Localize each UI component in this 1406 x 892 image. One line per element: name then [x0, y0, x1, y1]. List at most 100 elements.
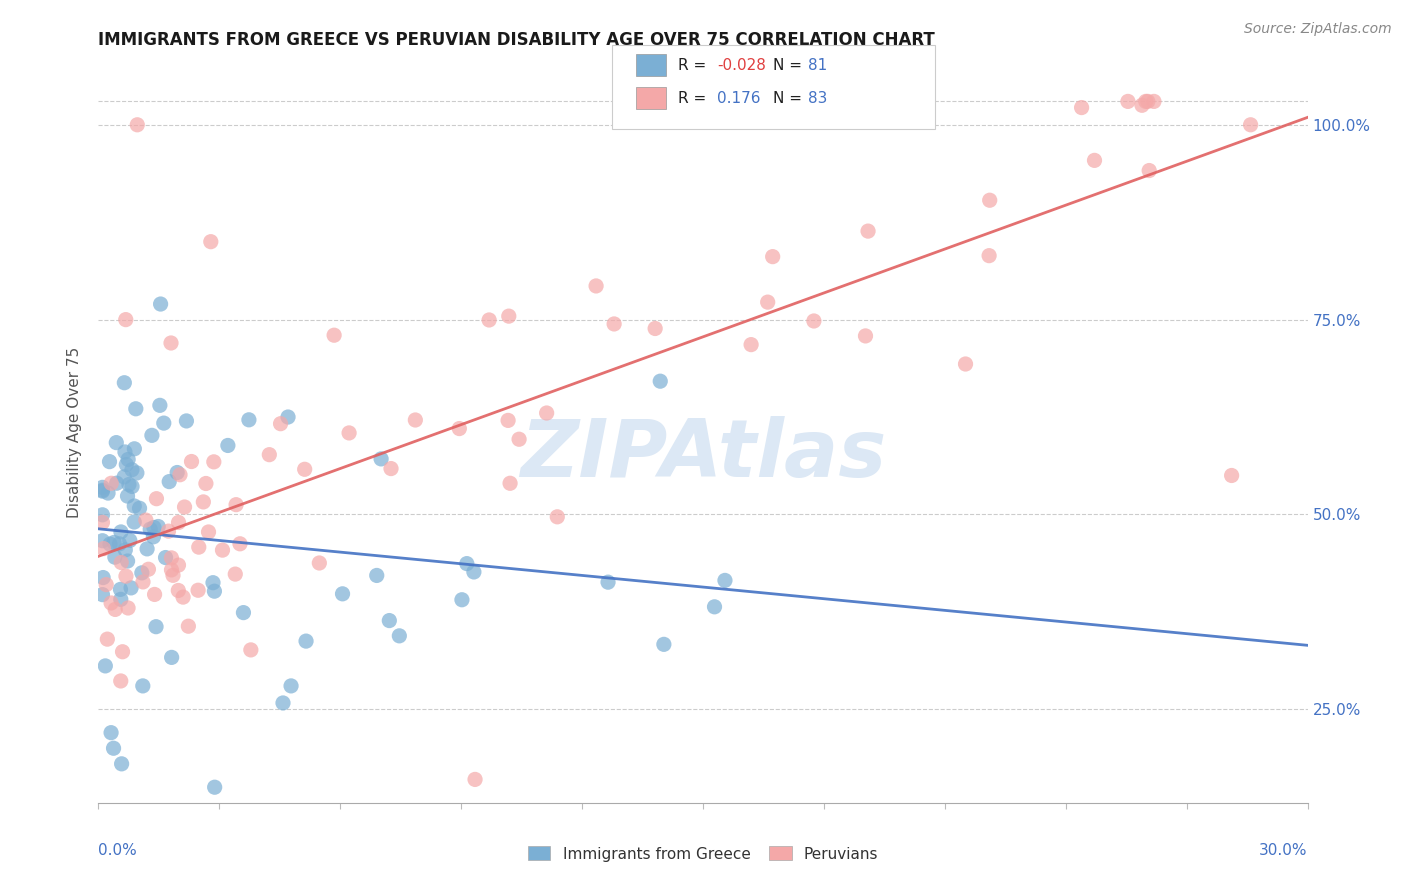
- Point: [803, 314, 825, 328]
- Point: [1070, 101, 1092, 115]
- Text: R =: R =: [678, 91, 711, 105]
- Point: [762, 250, 785, 264]
- Point: [644, 321, 666, 335]
- Point: [498, 309, 520, 323]
- Point: [141, 428, 163, 442]
- Point: [238, 413, 260, 427]
- Point: [114, 445, 136, 459]
- Point: [105, 435, 128, 450]
- Point: [1137, 163, 1160, 178]
- Point: [187, 540, 209, 554]
- Point: [114, 312, 136, 326]
- Point: [120, 581, 142, 595]
- Point: [496, 413, 519, 427]
- Point: [167, 583, 190, 598]
- Point: [157, 524, 180, 538]
- Text: 30.0%: 30.0%: [1260, 843, 1308, 858]
- Point: [98, 455, 121, 469]
- Point: [855, 329, 877, 343]
- Text: IMMIGRANTS FROM GREECE VS PERUVIAN DISABILITY AGE OVER 75 CORRELATION CHART: IMMIGRANTS FROM GREECE VS PERUVIAN DISAB…: [98, 31, 935, 49]
- Point: [404, 413, 426, 427]
- Point: [125, 401, 148, 416]
- Point: [380, 461, 402, 475]
- Point: [160, 650, 183, 665]
- Point: [131, 566, 153, 580]
- Point: [332, 587, 354, 601]
- Point: [143, 520, 166, 534]
- Point: [451, 592, 474, 607]
- Point: [323, 328, 346, 343]
- Point: [172, 590, 194, 604]
- Point: [280, 679, 302, 693]
- Point: [259, 448, 281, 462]
- Point: [145, 620, 167, 634]
- Point: [139, 522, 162, 536]
- Text: 81: 81: [808, 58, 828, 72]
- Point: [217, 438, 239, 452]
- Point: [1136, 95, 1159, 109]
- Text: N =: N =: [773, 58, 807, 72]
- Point: [114, 542, 136, 557]
- Point: [201, 575, 224, 590]
- Point: [149, 398, 172, 412]
- Point: [295, 634, 318, 648]
- Point: [91, 516, 114, 530]
- Point: [370, 451, 392, 466]
- Point: [125, 466, 148, 480]
- Point: [91, 480, 114, 494]
- Point: [456, 557, 478, 571]
- Text: Source: ZipAtlas.com: Source: ZipAtlas.com: [1244, 22, 1392, 37]
- Point: [1239, 118, 1261, 132]
- Point: [118, 533, 141, 548]
- Point: [173, 500, 195, 514]
- Point: [204, 584, 226, 599]
- Point: [93, 541, 115, 556]
- Point: [115, 569, 138, 583]
- Point: [202, 455, 225, 469]
- Point: [536, 406, 558, 420]
- Text: ZIPAtlas: ZIPAtlas: [520, 416, 886, 494]
- Point: [388, 629, 411, 643]
- Point: [169, 467, 191, 482]
- Point: [508, 432, 530, 446]
- Point: [225, 498, 247, 512]
- Point: [166, 466, 188, 480]
- Point: [1083, 153, 1105, 168]
- Point: [756, 295, 779, 310]
- Point: [110, 524, 132, 539]
- Point: [211, 543, 233, 558]
- Point: [337, 425, 360, 440]
- Point: [91, 570, 114, 584]
- Point: [478, 313, 501, 327]
- Point: [96, 632, 118, 647]
- Point: [136, 541, 159, 556]
- Point: [229, 537, 252, 551]
- Point: [152, 416, 174, 430]
- Point: [463, 565, 485, 579]
- Point: [650, 374, 672, 388]
- Point: [955, 357, 977, 371]
- Point: [167, 516, 190, 530]
- Point: [148, 519, 170, 533]
- Point: [110, 673, 132, 688]
- Point: [204, 780, 226, 795]
- Point: [91, 508, 114, 522]
- Point: [277, 410, 299, 425]
- Point: [110, 556, 132, 570]
- Point: [143, 587, 166, 601]
- Point: [271, 696, 294, 710]
- Point: [91, 588, 114, 602]
- Text: -0.028: -0.028: [717, 58, 766, 72]
- Point: [127, 118, 149, 132]
- Point: [132, 574, 155, 589]
- Point: [121, 463, 143, 477]
- Point: [98, 537, 121, 551]
- Point: [142, 530, 165, 544]
- Point: [979, 193, 1001, 207]
- Point: [118, 477, 141, 491]
- Point: [122, 499, 145, 513]
- Point: [117, 601, 139, 615]
- Legend: Immigrants from Greece, Peruvians: Immigrants from Greece, Peruvians: [520, 838, 886, 869]
- Point: [177, 619, 200, 633]
- Point: [122, 515, 145, 529]
